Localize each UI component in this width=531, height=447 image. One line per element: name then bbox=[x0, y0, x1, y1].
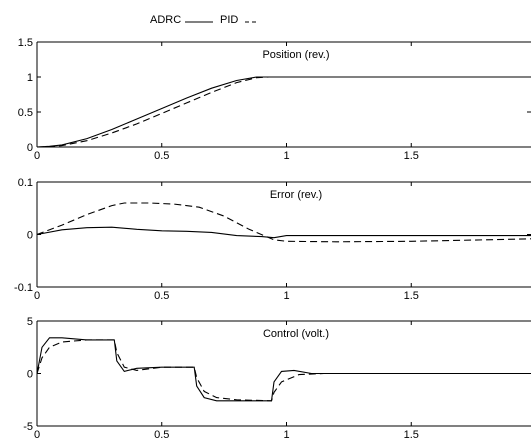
error-series-pid bbox=[37, 202, 531, 243]
position-ytick-label: 1.5 bbox=[18, 37, 33, 49]
error-xtick-label: 1 bbox=[283, 290, 289, 302]
control-title: Control (volt.) bbox=[263, 328, 329, 340]
error-xtick-label: 1.5 bbox=[404, 290, 419, 302]
position-xtick-label: 0.5 bbox=[154, 150, 169, 162]
control-xtick-label: 0 bbox=[34, 429, 40, 441]
error-ytick-label: 0.1 bbox=[18, 177, 33, 189]
error-ytick-label: 0 bbox=[27, 230, 33, 242]
error-ytick-label: -0.1 bbox=[14, 282, 33, 294]
error-series-adrc bbox=[37, 226, 531, 239]
control-xtick-label: 0.5 bbox=[154, 429, 169, 441]
control-xtick-label: 1 bbox=[283, 429, 289, 441]
position-ytick-label: 0 bbox=[27, 142, 33, 154]
control-ytick-label: 5 bbox=[27, 316, 33, 328]
position-series-pid bbox=[37, 76, 531, 147]
control-xtick-label: 1.5 bbox=[404, 429, 419, 441]
position-ytick-label: 1 bbox=[27, 72, 33, 84]
error-title: Error (rev.) bbox=[270, 189, 322, 201]
control-series-adrc bbox=[37, 337, 531, 402]
legend-pid-label: PID bbox=[220, 14, 238, 26]
position-title: Position (rev.) bbox=[262, 49, 329, 61]
control-ytick-label: -5 bbox=[23, 421, 33, 433]
position-xtick-label: 0 bbox=[34, 150, 40, 162]
legend-adrc-label: ADRC bbox=[150, 14, 181, 26]
control-ytick-label: 0 bbox=[27, 369, 33, 381]
legend: ADRC PID bbox=[150, 14, 258, 26]
position-ytick-label: 0.5 bbox=[18, 107, 33, 119]
error-xtick-label: 0 bbox=[34, 290, 40, 302]
position-series-adrc bbox=[37, 76, 531, 147]
position-xtick-label: 1.5 bbox=[404, 150, 419, 162]
position-xtick-label: 1 bbox=[283, 150, 289, 162]
control-series-pid bbox=[37, 339, 531, 402]
error-xtick-label: 0.5 bbox=[154, 290, 169, 302]
